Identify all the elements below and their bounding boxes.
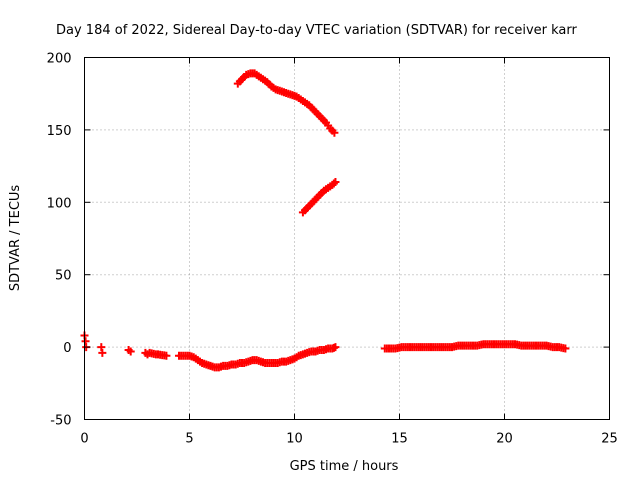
- data-point: [331, 343, 340, 352]
- x-axis-label: GPS time / hours: [290, 459, 399, 474]
- x-tick-label: 20: [496, 432, 513, 447]
- plot-frame: [84, 57, 610, 420]
- data-point: [330, 128, 339, 137]
- data-point: [331, 178, 340, 187]
- y-tick-label: -50: [50, 414, 71, 429]
- y-tick-label: 50: [55, 269, 72, 284]
- data-point: [329, 179, 338, 188]
- y-tick-label: 0: [63, 341, 71, 356]
- x-tick-label: 15: [391, 432, 408, 447]
- data-point: [126, 347, 135, 356]
- data-point: [97, 343, 106, 352]
- grid-layer: [84, 57, 610, 420]
- chart-title: Day 184 of 2022, Sidereal Day-to-day VTE…: [56, 23, 578, 38]
- x-tick-label: 25: [601, 432, 618, 447]
- x-tick-label: 5: [185, 432, 193, 447]
- series-near-zero-track: [80, 331, 570, 372]
- series-middle-arc: [298, 178, 340, 217]
- x-tick-label: 0: [80, 432, 88, 447]
- y-axis-label: SDTVAR / TECUs: [8, 185, 23, 292]
- marks-layer: [80, 69, 570, 372]
- data-point: [561, 344, 570, 353]
- x-tick-label: 10: [286, 432, 303, 447]
- y-tick-label: 100: [47, 196, 72, 211]
- data-point: [98, 348, 107, 357]
- series-upper-arc: [233, 69, 339, 137]
- y-tick-label: 150: [47, 124, 72, 139]
- data-point: [162, 351, 171, 360]
- y-tick-label: 200: [47, 52, 72, 67]
- ticks-layer: 0 5 10 15 20 25 -50 0 50 100 150 200: [47, 52, 618, 447]
